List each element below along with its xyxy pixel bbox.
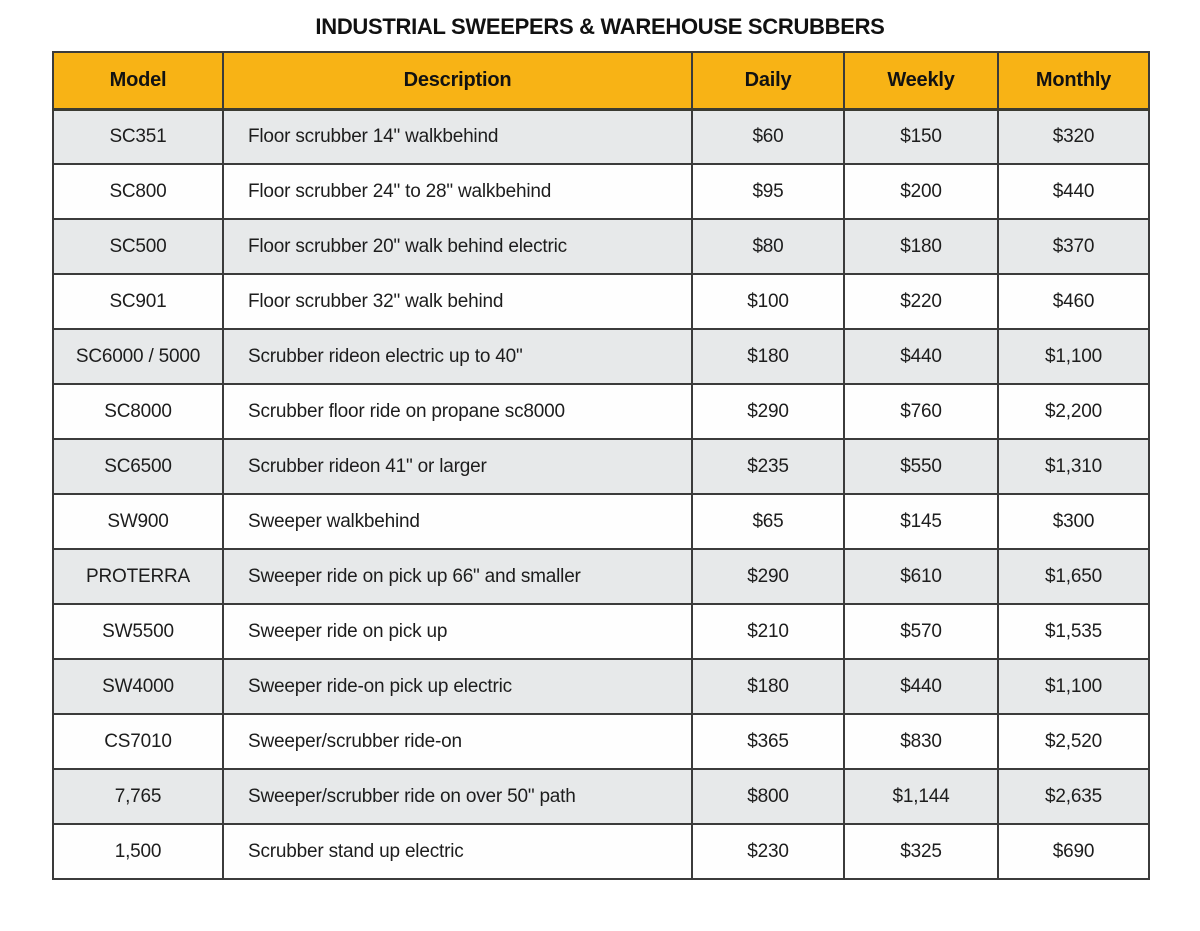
column-header-monthly: Monthly — [997, 51, 1150, 111]
pricing-table-container: Model Description Daily Weekly Monthly S… — [52, 51, 1150, 880]
pricing-table: Model Description Daily Weekly Monthly S… — [52, 51, 1150, 880]
daily-cell: $95 — [691, 163, 845, 220]
monthly-cell: $2,520 — [997, 713, 1150, 770]
table-row: SC6000 / 5000 Scrubber rideon electric up… — [52, 328, 1150, 385]
table-row: SC500 Floor scrubber 20" walk behind elec… — [52, 218, 1150, 275]
daily-cell: $60 — [691, 108, 845, 165]
model-cell: SC6500 — [52, 438, 224, 495]
model-cell: 1,500 — [52, 823, 224, 880]
weekly-cell: $570 — [843, 603, 999, 660]
model-cell: SC6000 / 5000 — [52, 328, 224, 385]
column-header-model: Model — [52, 51, 224, 111]
table-row: CS7010 Sweeper/scrubber ride-on $365 $830 $2… — [52, 713, 1150, 770]
monthly-cell: $1,100 — [997, 328, 1150, 385]
daily-cell: $800 — [691, 768, 845, 825]
table-row: PROTERRA Sweeper ride on pick up 66" and … — [52, 548, 1150, 605]
weekly-cell: $610 — [843, 548, 999, 605]
table-row: SC901 Floor scrubber 32" walk behind $100 $… — [52, 273, 1150, 330]
daily-cell: $235 — [691, 438, 845, 495]
description-cell: Sweeper/scrubber ride on over 50" path — [222, 768, 693, 825]
model-cell: SW5500 — [52, 603, 224, 660]
monthly-cell: $320 — [997, 108, 1150, 165]
weekly-cell: $150 — [843, 108, 999, 165]
model-cell: SW4000 — [52, 658, 224, 715]
description-cell: Sweeper/scrubber ride-on — [222, 713, 693, 770]
model-cell: SC901 — [52, 273, 224, 330]
daily-cell: $230 — [691, 823, 845, 880]
daily-cell: $100 — [691, 273, 845, 330]
weekly-cell: $550 — [843, 438, 999, 495]
table-row: SW5500 Sweeper ride on pick up $210 $570 $1,… — [52, 603, 1150, 660]
model-cell: SC800 — [52, 163, 224, 220]
monthly-cell: $460 — [997, 273, 1150, 330]
weekly-cell: $440 — [843, 658, 999, 715]
monthly-cell: $1,535 — [997, 603, 1150, 660]
monthly-cell: $370 — [997, 218, 1150, 275]
column-header-weekly: Weekly — [843, 51, 999, 111]
description-cell: Sweeper walkbehind — [222, 493, 693, 550]
table-header: Model Description Daily Weekly Monthly — [52, 51, 1150, 111]
daily-cell: $180 — [691, 658, 845, 715]
description-cell: Scrubber rideon 41" or larger — [222, 438, 693, 495]
monthly-cell: $1,650 — [997, 548, 1150, 605]
daily-cell: $365 — [691, 713, 845, 770]
column-header-daily: Daily — [691, 51, 845, 111]
description-cell: Floor scrubber 32" walk behind — [222, 273, 693, 330]
table-row: SW900 Sweeper walkbehind $65 $145 $300 — [52, 493, 1150, 550]
table-row: 7,765 Sweeper/scrubber ride on over 50" p… — [52, 768, 1150, 825]
monthly-cell: $440 — [997, 163, 1150, 220]
daily-cell: $80 — [691, 218, 845, 275]
description-cell: Scrubber floor ride on propane sc8000 — [222, 383, 693, 440]
model-cell: PROTERRA — [52, 548, 224, 605]
model-cell: SW900 — [52, 493, 224, 550]
monthly-cell: $2,635 — [997, 768, 1150, 825]
daily-cell: $290 — [691, 383, 845, 440]
page-title: INDUSTRIAL SWEEPERS & WAREHOUSE SCRUBBER… — [315, 14, 885, 39]
monthly-cell: $2,200 — [997, 383, 1150, 440]
monthly-cell: $1,100 — [997, 658, 1150, 715]
column-header-description: Description — [222, 51, 693, 111]
model-cell: SC8000 — [52, 383, 224, 440]
weekly-cell: $220 — [843, 273, 999, 330]
table-row: 1,500 Scrubber stand up electric $230 $325 $… — [52, 823, 1150, 880]
model-cell: SC351 — [52, 108, 224, 165]
daily-cell: $210 — [691, 603, 845, 660]
weekly-cell: $180 — [843, 218, 999, 275]
monthly-cell: $300 — [997, 493, 1150, 550]
table-body: SC351 Floor scrubber 14" walkbehind $60 $15… — [52, 108, 1150, 880]
monthly-cell: $690 — [997, 823, 1150, 880]
model-cell: CS7010 — [52, 713, 224, 770]
table-row: SC800 Floor scrubber 24" to 28" walkbehin… — [52, 163, 1150, 220]
model-cell: 7,765 — [52, 768, 224, 825]
description-cell: Scrubber rideon electric up to 40" — [222, 328, 693, 385]
description-cell: Sweeper ride on pick up — [222, 603, 693, 660]
description-cell: Floor scrubber 20" walk behind electric — [222, 218, 693, 275]
model-cell: SC500 — [52, 218, 224, 275]
description-cell: Scrubber stand up electric — [222, 823, 693, 880]
weekly-cell: $830 — [843, 713, 999, 770]
table-row: SW4000 Sweeper ride-on pick up electric $1… — [52, 658, 1150, 715]
weekly-cell: $440 — [843, 328, 999, 385]
table-row: SC6500 Scrubber rideon 41" or larger $235 $… — [52, 438, 1150, 495]
weekly-cell: $145 — [843, 493, 999, 550]
header-row: Model Description Daily Weekly Monthly — [52, 51, 1150, 111]
description-cell: Sweeper ride on pick up 66" and smaller — [222, 548, 693, 605]
table-row: SC8000 Scrubber floor ride on propane sc8… — [52, 383, 1150, 440]
daily-cell: $180 — [691, 328, 845, 385]
daily-cell: $290 — [691, 548, 845, 605]
weekly-cell: $760 — [843, 383, 999, 440]
monthly-cell: $1,310 — [997, 438, 1150, 495]
daily-cell: $65 — [691, 493, 845, 550]
description-cell: Floor scrubber 24" to 28" walkbehind — [222, 163, 693, 220]
weekly-cell: $325 — [843, 823, 999, 880]
weekly-cell: $1,144 — [843, 768, 999, 825]
description-cell: Floor scrubber 14" walkbehind — [222, 108, 693, 165]
description-cell: Sweeper ride-on pick up electric — [222, 658, 693, 715]
table-row: SC351 Floor scrubber 14" walkbehind $60 $15… — [52, 108, 1150, 165]
weekly-cell: $200 — [843, 163, 999, 220]
